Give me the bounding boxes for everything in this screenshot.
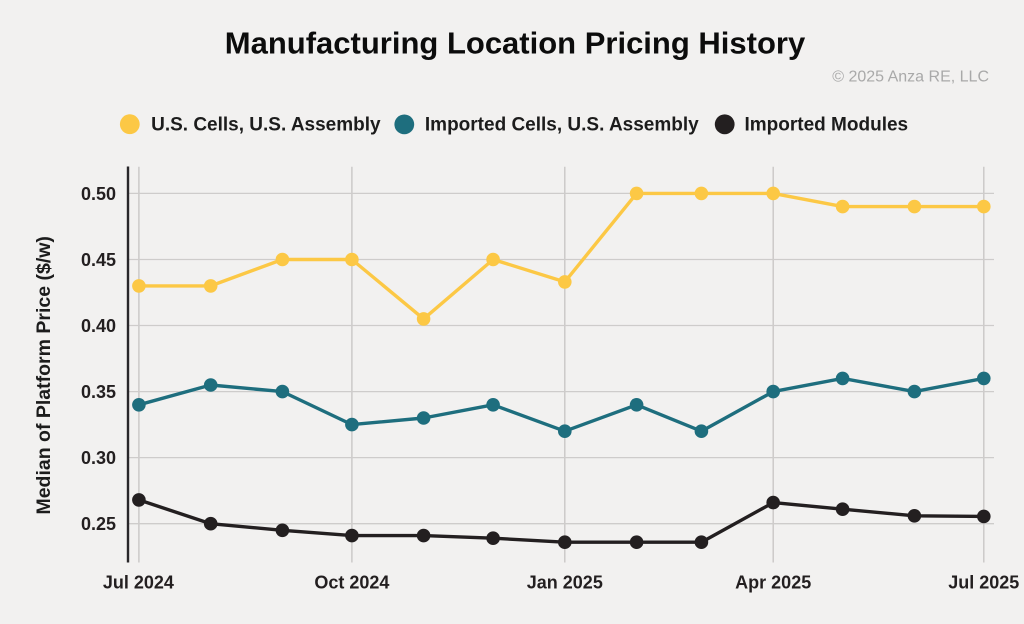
- svg-text:0.40: 0.40: [81, 316, 116, 336]
- svg-text:Jul 2025: Jul 2025: [948, 573, 1019, 593]
- svg-text:U.S. Cells, U.S. Assembly: U.S. Cells, U.S. Assembly: [151, 114, 381, 135]
- svg-text:Imported Modules: Imported Modules: [745, 114, 909, 135]
- svg-text:0.35: 0.35: [81, 382, 116, 402]
- svg-text:0.25: 0.25: [81, 514, 116, 534]
- svg-text:Median of Platform Price ($/w): Median of Platform Price ($/w): [33, 236, 55, 514]
- svg-text:Imported Cells, U.S. Assembly: Imported Cells, U.S. Assembly: [425, 114, 699, 135]
- svg-text:0.45: 0.45: [81, 250, 116, 270]
- svg-text:Jul 2024: Jul 2024: [103, 573, 174, 593]
- svg-text:Apr 2025: Apr 2025: [735, 573, 811, 593]
- svg-text:© 2025 Anza RE, LLC: © 2025 Anza RE, LLC: [832, 68, 989, 85]
- svg-text:0.50: 0.50: [81, 184, 116, 204]
- svg-text:Manufacturing Location Pricing: Manufacturing Location Pricing History: [225, 25, 806, 60]
- svg-text:0.30: 0.30: [81, 448, 116, 468]
- svg-text:Oct 2024: Oct 2024: [314, 573, 389, 593]
- svg-text:Jan 2025: Jan 2025: [527, 573, 603, 593]
